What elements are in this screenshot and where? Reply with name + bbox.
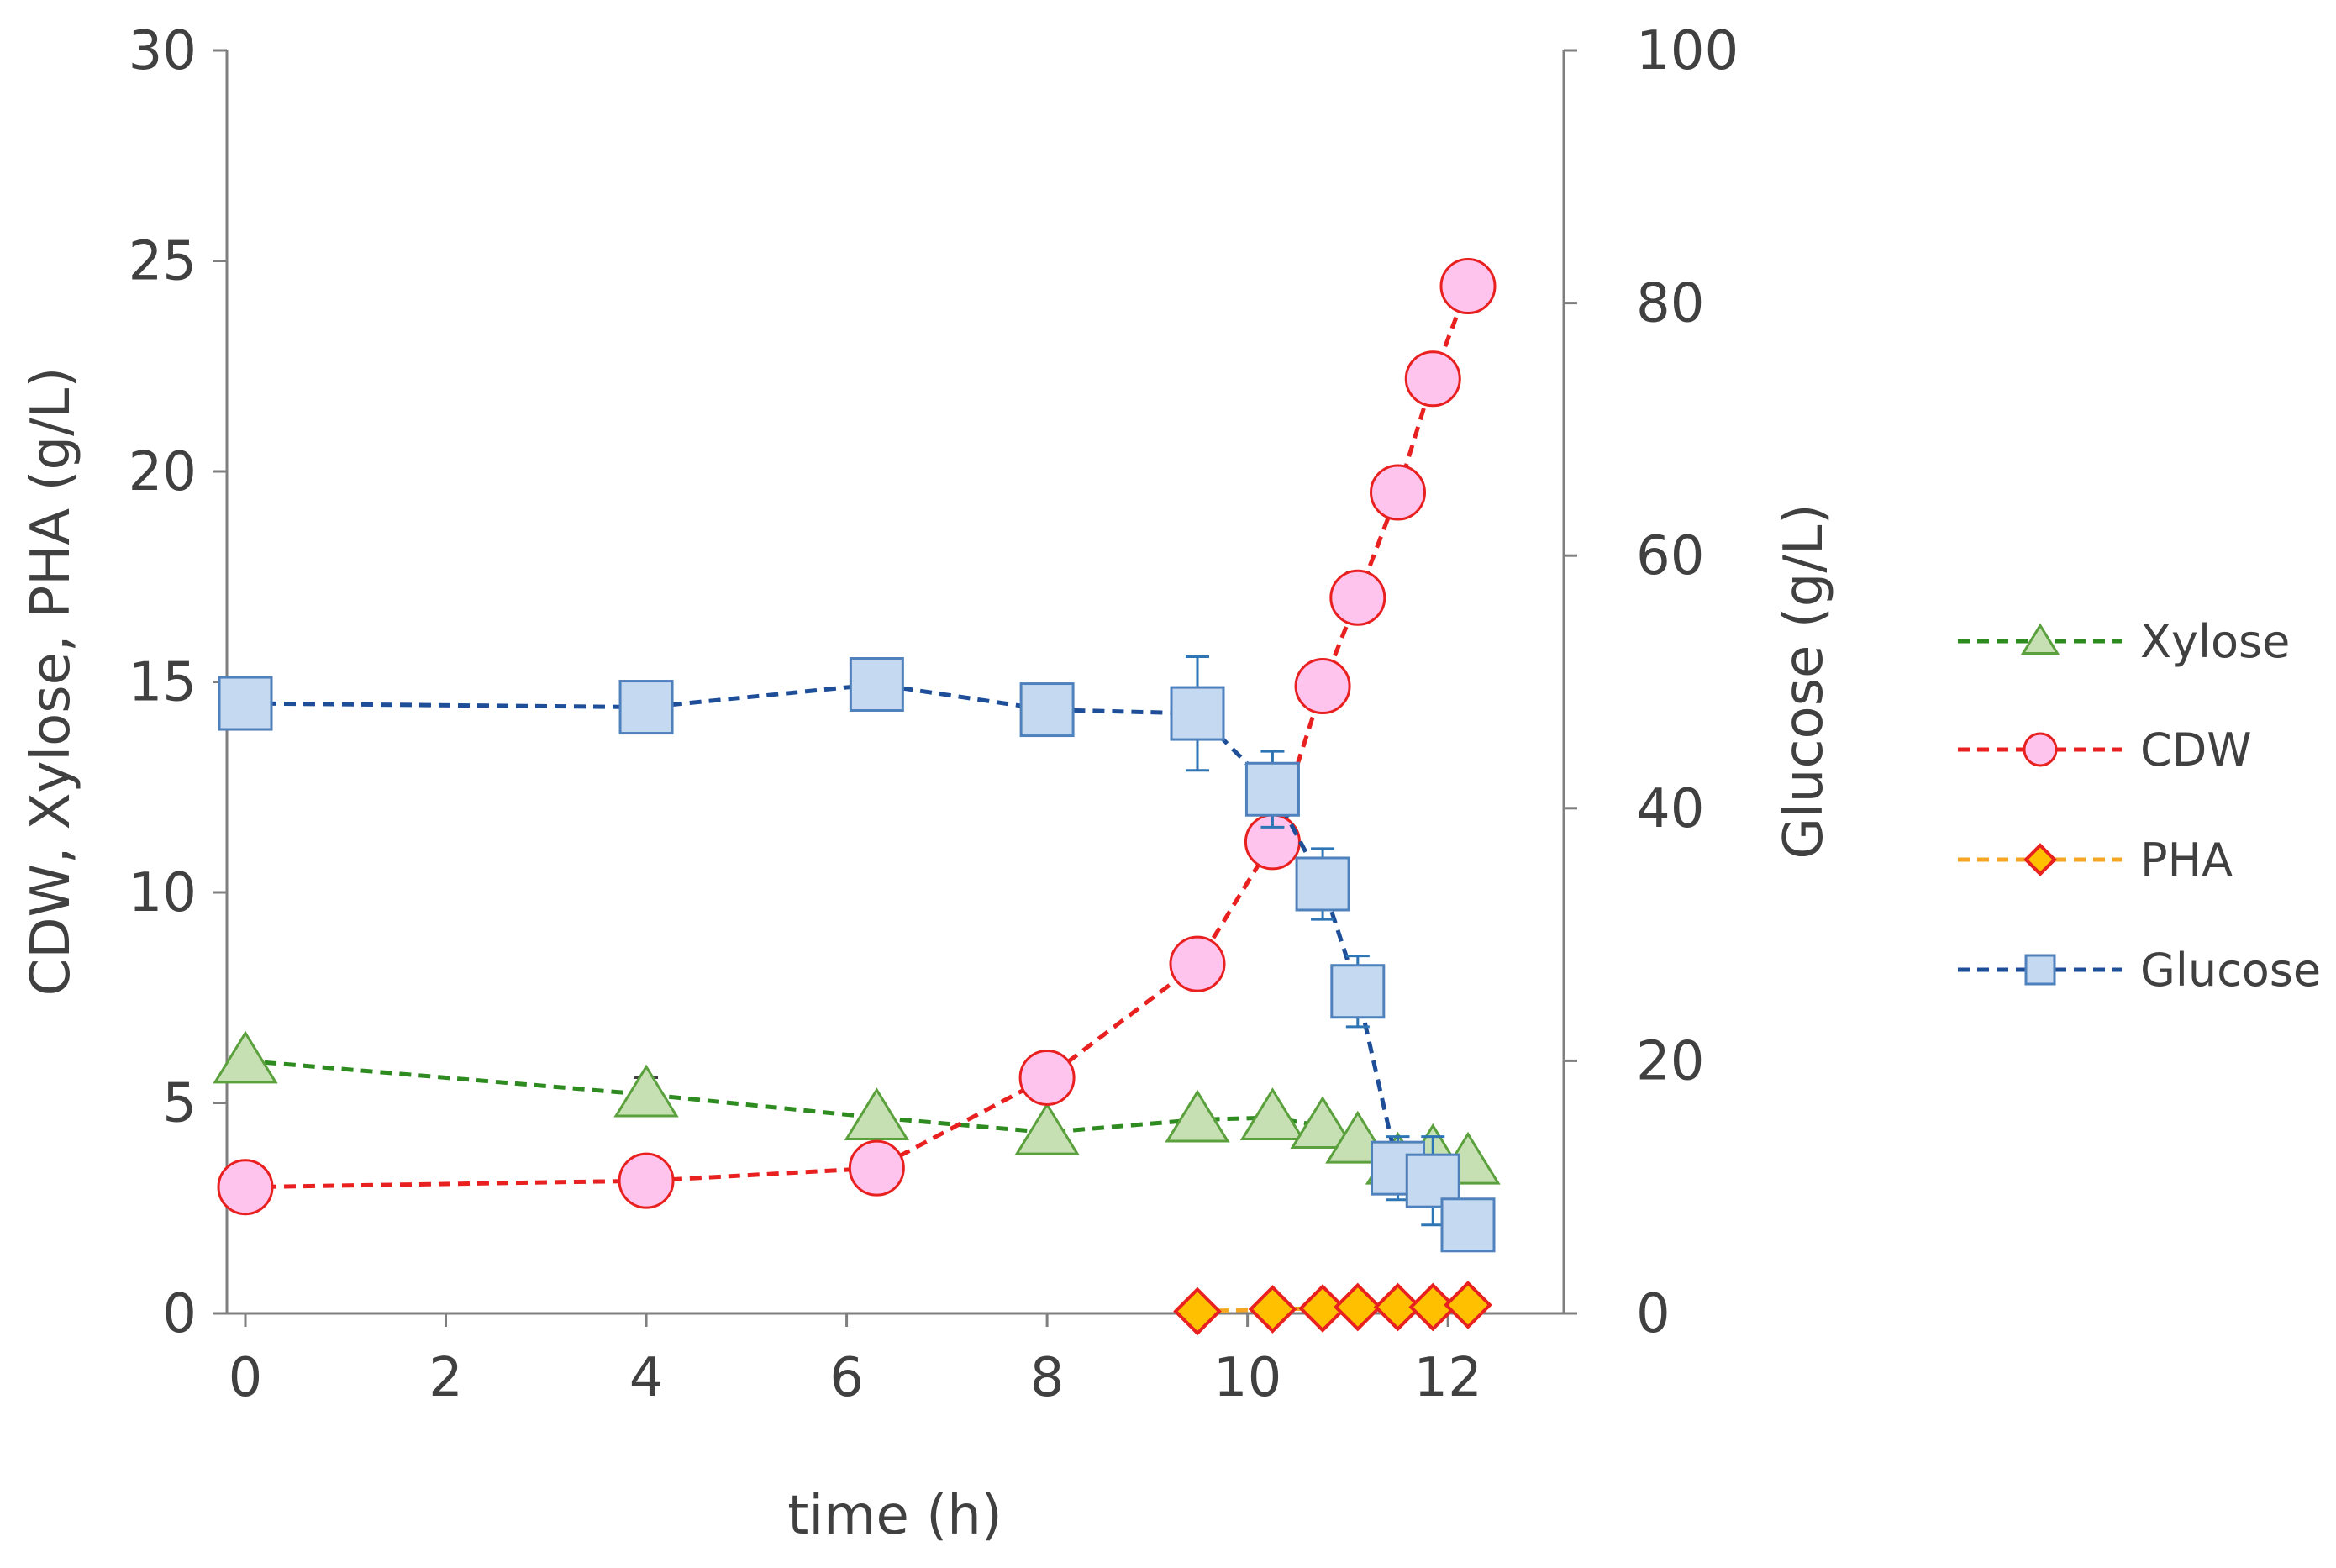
legend-item-pha: PHA [1958, 834, 2233, 887]
data-point-cdw [1439, 258, 1497, 315]
data-point-xylose [213, 1030, 278, 1084]
data-point-glucose [1330, 964, 1386, 1019]
data-point-glucose [218, 676, 273, 731]
data-point-cdw [1018, 1049, 1076, 1106]
data-point-pha [1373, 1282, 1423, 1332]
data-point-pha [1173, 1286, 1222, 1336]
x-tick-label: 6 [829, 1347, 864, 1409]
series-pha [1173, 1281, 1492, 1336]
legend-label: PHA [2140, 834, 2233, 887]
data-point-pha [1444, 1281, 1492, 1329]
y-left-tick-label: 15 [129, 652, 197, 714]
data-point-glucose [1019, 682, 1075, 738]
series-cdw [217, 258, 1497, 1216]
legend-label: Xylose [2140, 615, 2290, 668]
data-point-glucose [849, 657, 904, 713]
data-point-glucose [1405, 1153, 1460, 1208]
y-left-tick-label: 10 [129, 862, 197, 924]
data-point-pha [1248, 1285, 1297, 1334]
data-point-cdw [618, 1152, 675, 1209]
y-left-tick-label: 20 [129, 441, 197, 503]
x-tick-label: 12 [1413, 1347, 1481, 1409]
data-point-cdw [217, 1159, 274, 1216]
x-tick-label: 8 [1030, 1347, 1065, 1409]
y-right-tick-label: 80 [1636, 273, 1704, 335]
series-line-cdw [245, 285, 1471, 1190]
data-point-glucose [1244, 761, 1300, 817]
legend-item-glucose: Glucose [1958, 944, 2321, 997]
data-point-xylose [1165, 1089, 1230, 1143]
x-tick-label: 2 [429, 1347, 463, 1409]
legend-item-cdw: CDW [1958, 723, 2252, 776]
data-point-xylose [844, 1087, 910, 1141]
x-tick-label: 0 [229, 1347, 263, 1409]
data-point-cdw [848, 1139, 905, 1197]
data-point-pha [1333, 1282, 1382, 1332]
y-right-tick-label: 100 [1636, 20, 1739, 82]
data-point-xylose [1239, 1087, 1306, 1141]
legend-marker-square [2024, 954, 2056, 986]
data-point-cdw [1370, 464, 1427, 521]
y-left-tick-label: 0 [162, 1283, 197, 1345]
y-right-tick-label: 20 [1636, 1030, 1704, 1092]
series-layer [213, 258, 1501, 1336]
data-point-glucose [618, 680, 674, 735]
y-right-tick-label: 0 [1636, 1283, 1670, 1345]
legend-item-xylose: Xylose [1958, 615, 2290, 668]
data-point-glucose [1440, 1197, 1496, 1253]
y-left-tick-label: 25 [129, 231, 197, 293]
data-point-glucose [1170, 686, 1225, 741]
legend-label: Glucose [2140, 944, 2321, 997]
legend: Xylose CDW PHA Glucose [1958, 615, 2321, 997]
x-tick-label: 4 [629, 1347, 664, 1409]
data-point-xylose [1290, 1096, 1355, 1150]
data-point-cdw [1169, 935, 1226, 992]
legend-marker-triangle [2020, 623, 2060, 655]
x-tick-label: 10 [1213, 1347, 1281, 1409]
legend-label: CDW [2140, 723, 2252, 776]
y-right-tick-label: 40 [1636, 778, 1704, 840]
data-point-xylose [613, 1064, 679, 1118]
legend-marker-diamond [2023, 843, 2057, 876]
y-axis-right-title: Glucose (g/L) [1773, 503, 1835, 859]
y-left-tick-label: 5 [162, 1073, 197, 1135]
data-point-cdw [1329, 569, 1386, 626]
data-point-cdw [1404, 350, 1461, 408]
y-right-tick-label: 60 [1636, 525, 1704, 587]
data-point-cdw [1294, 658, 1351, 715]
series-glucose [218, 655, 1496, 1253]
y-left-tick-label: 30 [129, 20, 197, 82]
y-axis-left-title: CDW, Xylose, PHA (g/L) [20, 367, 82, 997]
data-point-xylose [1014, 1102, 1080, 1155]
data-point-glucose [1295, 856, 1350, 912]
data-point-pha [1298, 1284, 1347, 1333]
x-axis-title: time (h) [787, 1485, 1002, 1547]
data-point-pha [1408, 1282, 1458, 1332]
legend-marker-circle [2023, 732, 2058, 767]
ticks-layer: 0 2 4 6 8 10 12 0 5 10 15 20 25 30 0 20 40 60 80 100 [129, 20, 1739, 1409]
